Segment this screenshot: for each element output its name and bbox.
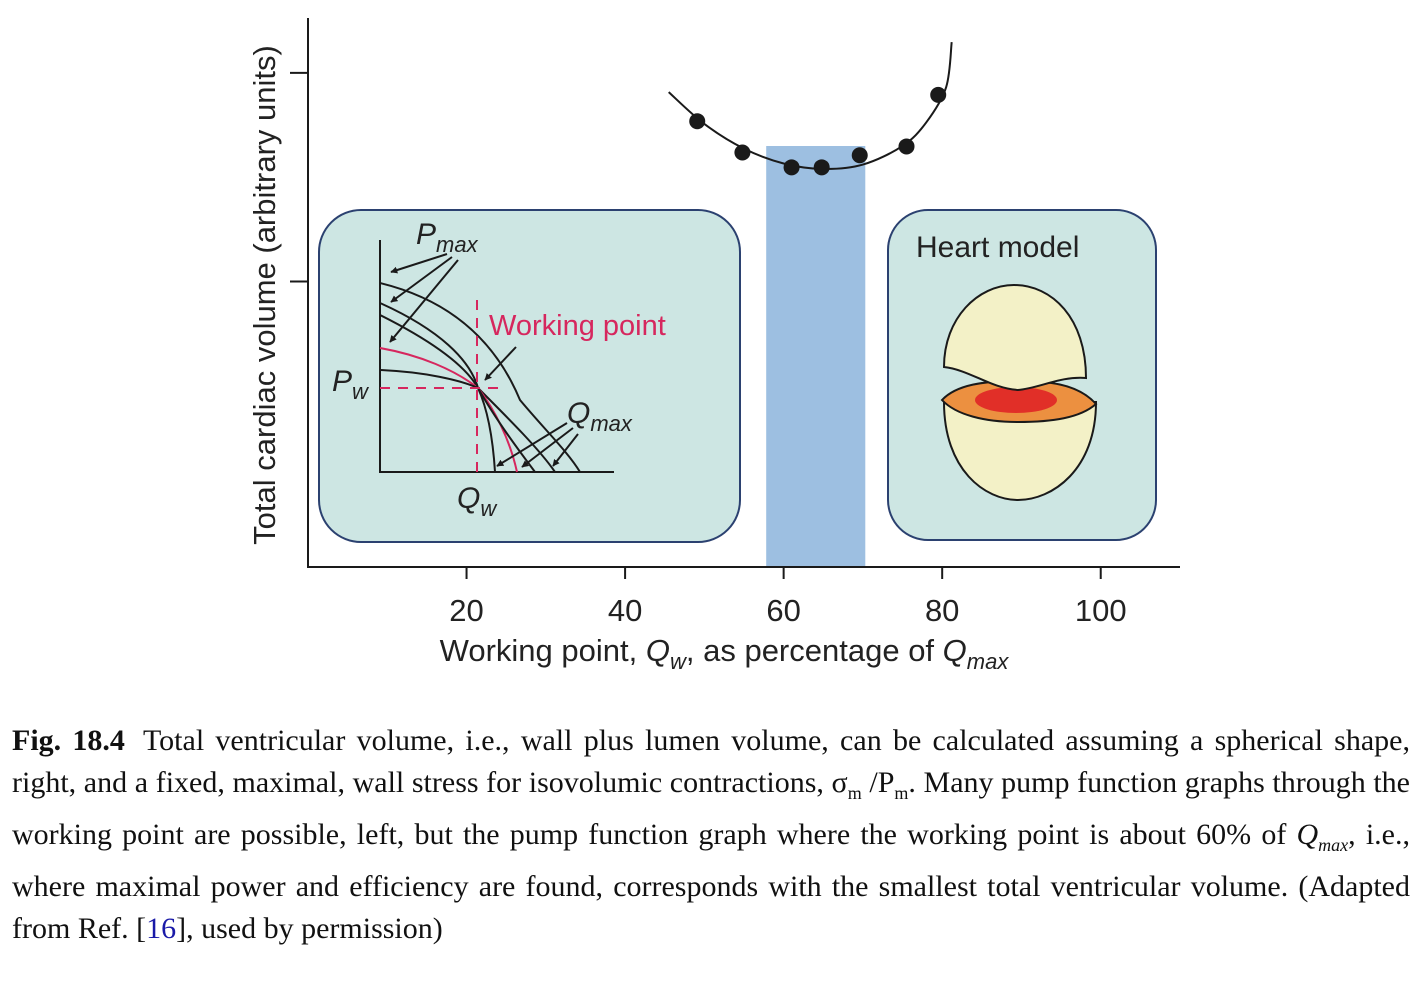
caption-text-2: /P (861, 766, 895, 799)
caption-text-3: . Many pump function graphs through the … (12, 766, 1410, 851)
volume-data-point (813, 159, 830, 176)
caption-ref-link[interactable]: 16 (146, 912, 177, 945)
x-tick-label: 100 (1075, 593, 1127, 628)
volume-data-point (734, 144, 751, 161)
caption-qmax: Qmax (1296, 818, 1349, 855)
caption-text-5: ], used by permission) (176, 912, 443, 945)
volume-data-points (689, 86, 947, 176)
caption-text-1: Total ventricular volume, i.e., wall plu… (12, 724, 1410, 799)
qmax-label: Qmax (567, 397, 633, 436)
x-ticks: 20 40 60 80 100 (449, 567, 1127, 628)
working-point-label: Working point (489, 310, 666, 342)
pmax-arrow-3 (389, 259, 459, 343)
y-axis-label: Total cardiac volume (arbitrary units) (247, 45, 282, 545)
heart-bottom-shell (942, 401, 1098, 502)
heart-lumen (975, 387, 1057, 413)
working-point-arrow (484, 346, 517, 381)
pump-function-inset: Pmax Working point Pw Qmax Qw (318, 209, 741, 543)
caption-text-4: , i.e., where maximal power and efficien… (12, 818, 1410, 945)
pw-label: Pw (332, 365, 370, 404)
volume-data-point (783, 159, 800, 176)
pmax-arrow-1 (390, 253, 448, 274)
heart-top-shell (942, 283, 1088, 392)
x-tick-label: 20 (449, 593, 483, 628)
x-tick-label: 80 (925, 593, 959, 628)
qmax-arrow-1 (496, 422, 568, 467)
pump-curve-1 (379, 282, 581, 473)
y-ticks (290, 71, 308, 283)
figure-chart: 20 40 60 80 100 Total cardiac volume (arbitr… (247, 18, 1180, 674)
qmax-arrow-2 (521, 427, 574, 468)
volume-data-point (930, 86, 947, 103)
x-tick-label: 60 (766, 593, 800, 628)
volume-data-point (689, 113, 706, 130)
x-tick-label: 40 (608, 593, 642, 628)
volume-data-point (851, 147, 868, 164)
caption-p-sub: m (894, 783, 909, 803)
caption-sigma-sub: m (847, 783, 862, 803)
pump-inset-panel (318, 209, 741, 543)
qmax-arrow-3 (552, 433, 579, 467)
volume-fit-curve (668, 42, 953, 170)
qw-label: Qw (457, 482, 498, 521)
heart-model-inset: Heart model (887, 209, 1157, 541)
pmax-arrow-2 (390, 256, 453, 303)
pmax-label: Pmax (416, 218, 479, 257)
x-axis-label: Working point, Qw, as percentage of Qmax (440, 633, 1010, 674)
optimal-band (766, 146, 866, 567)
volume-data-point (898, 138, 915, 155)
caption-label: Fig. 18.4 (12, 724, 125, 757)
figure-caption: Fig. 18.4 Total ventricular volume, i.e.,… (12, 720, 1410, 950)
heart-model-label: Heart model (916, 231, 1079, 264)
